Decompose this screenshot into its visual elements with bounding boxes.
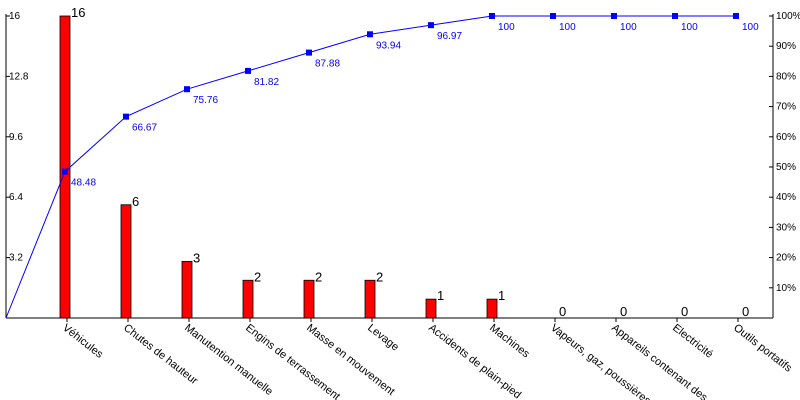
cumulative-point: [367, 31, 373, 38]
bar: [364, 279, 376, 319]
cumulative-value-label: 100: [681, 22, 698, 33]
right-axis: 10% 20% 30% 40% 50% 60% 70% 80% 90% 100%: [769, 11, 800, 318]
bar-value-label: 1: [437, 288, 444, 303]
cumulative-point: [489, 13, 495, 19]
bar-value-label: 2: [254, 269, 261, 284]
cumulative-line: [5, 15, 736, 319]
cumulative-value-label: 96.97: [437, 31, 462, 42]
cumulative-value-label: 100: [559, 22, 576, 33]
cumulative-value-label: 100: [620, 22, 637, 33]
category-label: Véhicules: [60, 322, 105, 361]
cumulative-point: [306, 49, 312, 56]
cumulative-point: [611, 13, 617, 19]
bar-value-label: 0: [559, 304, 566, 319]
cumulative-value-label: 81.82: [254, 77, 279, 88]
cumulative-value-label: 87.88: [315, 59, 340, 70]
left-axis: 3.2 6.4 9.6 12.8 16: [5, 11, 29, 318]
left-axis-tick-label: 9.6: [9, 132, 23, 143]
bar-value-label: 0: [620, 304, 627, 319]
right-axis-tick-label: 10%: [776, 283, 796, 294]
category-label: Levage: [365, 322, 401, 354]
category-label: Electricité: [670, 322, 715, 361]
bar: [181, 260, 193, 319]
right-axis-tick-label: 80%: [776, 71, 796, 82]
bar: [59, 15, 71, 319]
category-label: Outils portatifs: [731, 322, 794, 375]
right-axis-tick-label: 60%: [776, 132, 796, 143]
x-axis: [6, 317, 773, 322]
bar: [303, 279, 315, 319]
cumulative-value-label: 100: [498, 22, 515, 33]
cumulative-point: [672, 13, 678, 19]
right-axis-tick-label: 100%: [776, 11, 800, 22]
right-axis-tick-label: 20%: [776, 253, 796, 264]
cumulative-point: [428, 22, 434, 29]
cumulative-point: [550, 13, 556, 19]
bar-value-label: 0: [742, 304, 749, 319]
bar-value-label: 6: [132, 194, 139, 209]
category-label: Machines: [487, 322, 532, 361]
cumulative-point: [184, 86, 190, 93]
bar-value-label: 3: [193, 250, 200, 265]
right-axis-tick-label: 50%: [776, 162, 796, 173]
right-axis-tick-label: 90%: [776, 41, 796, 52]
left-axis-tick-label: 3.2: [9, 253, 23, 264]
bar-value-label: 1: [498, 288, 505, 303]
cumulative-point: [62, 168, 68, 175]
cumulative-point: [245, 67, 251, 74]
bar: [486, 298, 498, 319]
cumulative-point: [733, 13, 739, 19]
cumulative-value-label: 100: [742, 22, 759, 33]
bar-value-label: 2: [376, 269, 383, 284]
right-axis-tick-label: 30%: [776, 222, 796, 233]
bar: [425, 298, 437, 319]
bar-value-label: 0: [681, 304, 688, 319]
cumulative-value-label: 48.48: [71, 178, 96, 189]
left-axis-tick-label: 12.8: [9, 71, 29, 82]
cumulative-value-label: 93.94: [376, 40, 401, 51]
bar-value-label: 2: [315, 269, 322, 284]
category-label: Vapeurs, gaz, poussières: [548, 322, 653, 400]
left-axis-tick-label: 16: [9, 11, 21, 22]
bar-value-label: 16: [71, 5, 85, 20]
right-axis-tick-label: 70%: [776, 102, 796, 113]
cumulative-point: [123, 113, 129, 120]
bar: [120, 204, 132, 319]
cumulative-value-label: 75.76: [193, 95, 218, 106]
bar: [242, 279, 254, 319]
left-axis-tick-label: 6.4: [9, 192, 23, 203]
cumulative-value-label: 66.67: [132, 123, 157, 134]
right-axis-tick-label: 40%: [776, 192, 796, 203]
